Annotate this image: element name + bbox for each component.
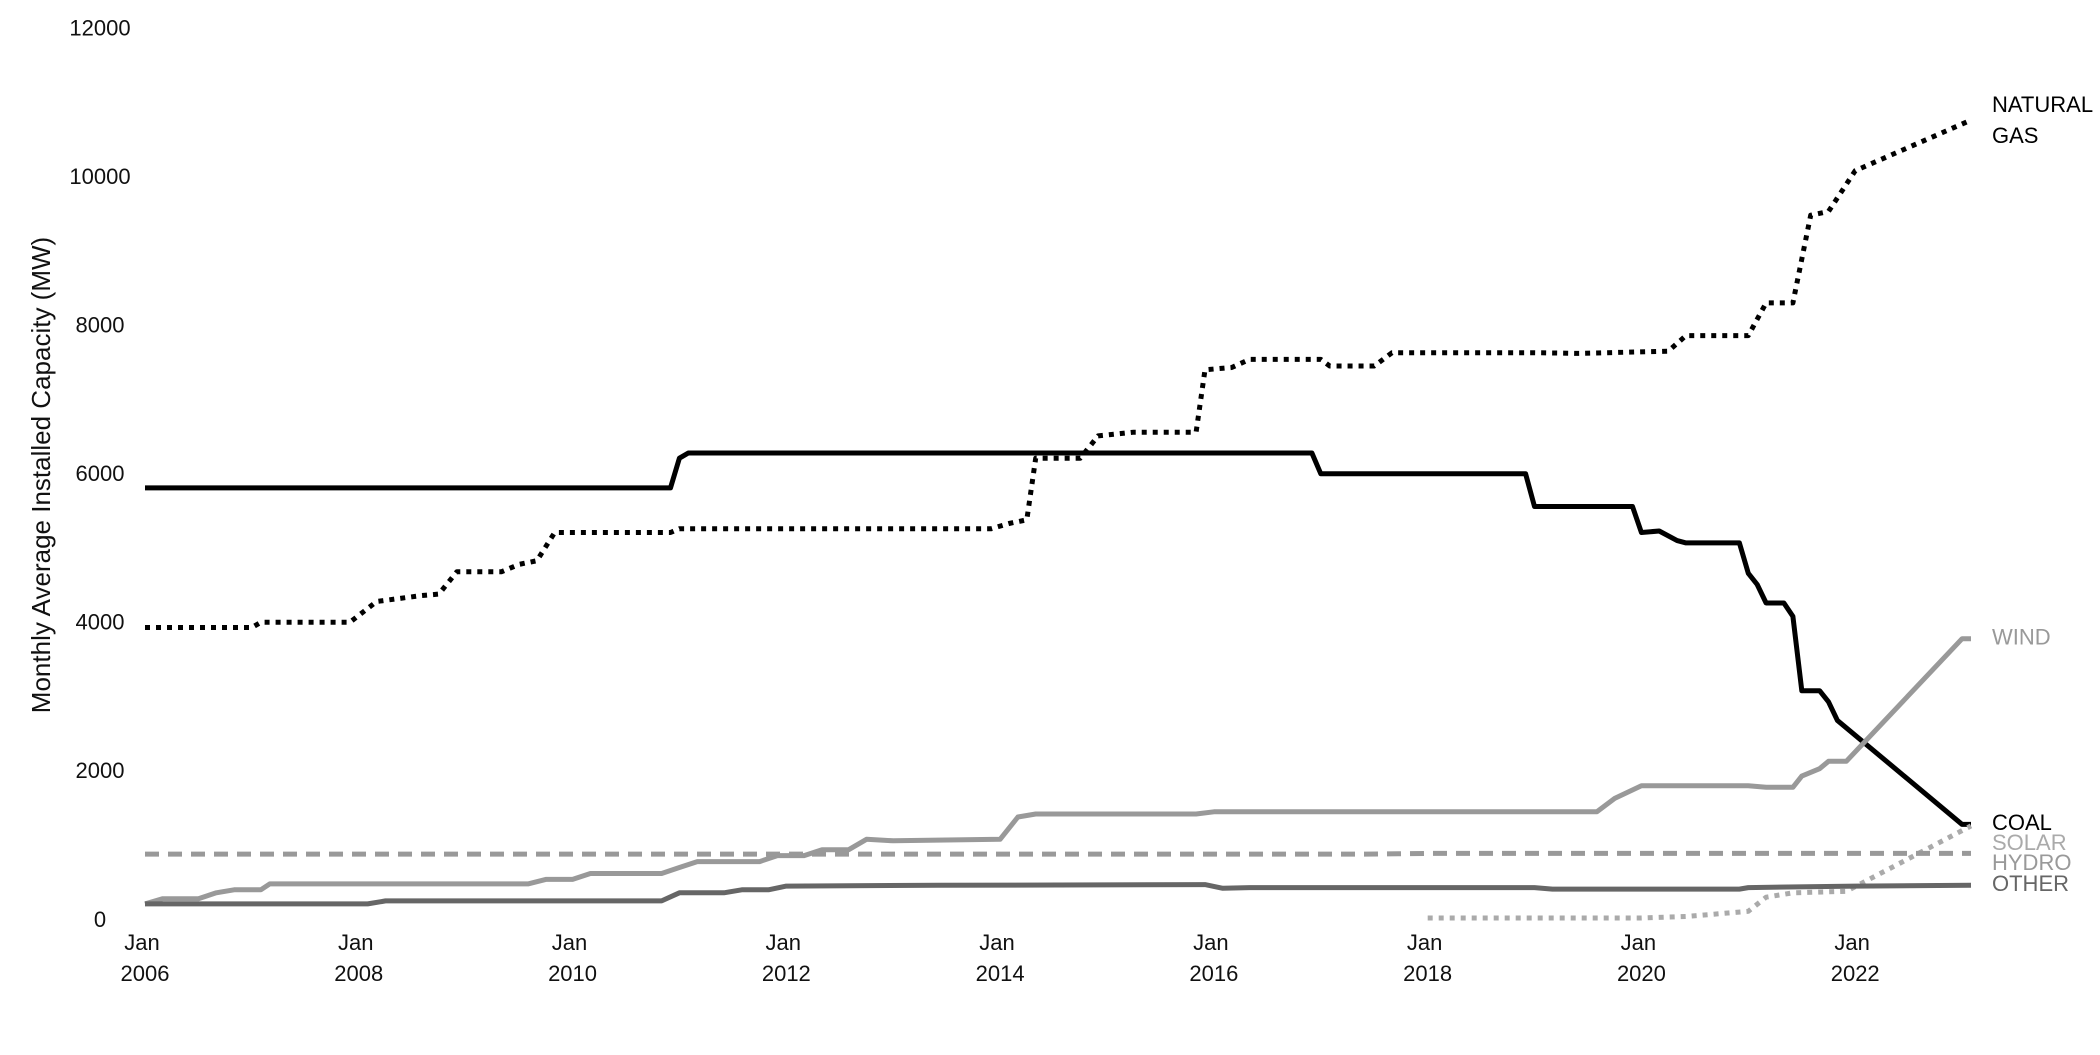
series-label: COAL — [1992, 810, 2052, 835]
x-tick-label: Jan 2020 — [1617, 930, 1666, 986]
x-tick-label: Jan 2014 — [976, 930, 1025, 986]
y-tick-label: 0 — [94, 907, 106, 932]
x-tick-label: Jan 2008 — [334, 930, 383, 986]
x-tick-label: Jan 2012 — [762, 930, 811, 986]
series-label: OTHER — [1992, 871, 2069, 896]
series-line — [1427, 823, 1973, 921]
x-tick-label: Jan 2006 — [121, 930, 170, 986]
series-label: SOLAR — [1992, 830, 2067, 855]
series-label: WIND — [1992, 625, 2051, 650]
series-line — [145, 117, 1973, 630]
y-tick-label: 12000 — [69, 15, 130, 40]
x-tick-label: Jan 2010 — [548, 930, 597, 986]
series-line — [144, 636, 1971, 907]
y-axis-title: Monthly Average Installed Capacity (MW) — [26, 237, 56, 713]
series-label: HYDRO — [1992, 850, 2071, 875]
y-tick-label: 4000 — [76, 610, 125, 635]
y-tick-label: 10000 — [69, 164, 130, 189]
series-label: NATURAL GAS — [1992, 92, 2098, 148]
x-tick-label: Jan 2016 — [1189, 930, 1238, 986]
series-line — [145, 882, 1972, 907]
x-tick-label: Jan 2022 — [1831, 930, 1880, 986]
y-tick-label: 6000 — [76, 461, 125, 486]
y-tick-label: 8000 — [76, 312, 125, 337]
x-tick-label: Jan 2018 — [1403, 930, 1452, 986]
series-line — [145, 850, 1971, 857]
series-line — [145, 450, 1971, 827]
y-tick-label: 2000 — [76, 758, 125, 783]
